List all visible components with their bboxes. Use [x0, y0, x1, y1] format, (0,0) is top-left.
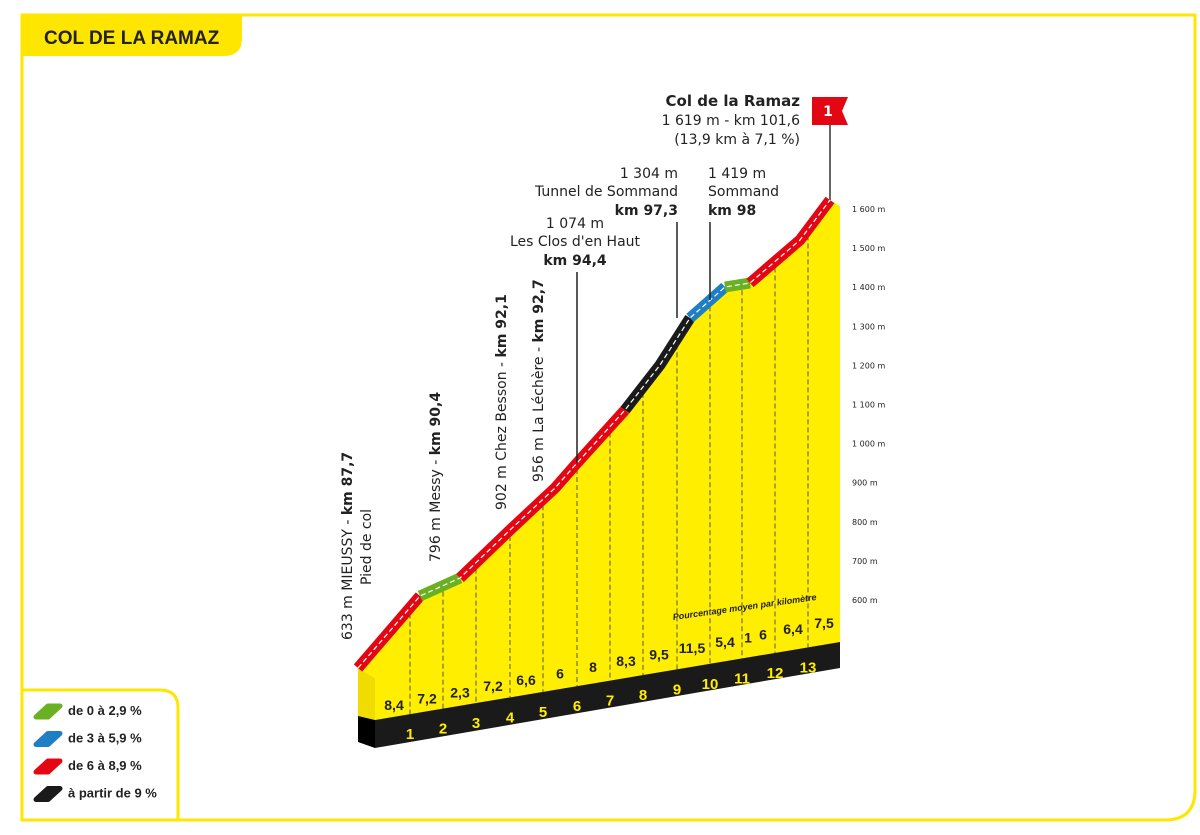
profile-area — [358, 200, 840, 720]
waypoint-place: Sommand — [708, 184, 779, 200]
legend-label: de 6 à 8,9 % — [68, 758, 142, 773]
waypoint-km: km 94,4 — [543, 253, 607, 269]
left-face — [358, 668, 375, 720]
legend-label: à partir de 9 % — [68, 786, 157, 801]
profile-centerline — [357, 199, 831, 669]
km-marker: 11 — [734, 670, 750, 687]
flag — [812, 97, 848, 125]
waypoint-label: 633 m MIEUSSY - km 87,7 — [340, 452, 356, 640]
gradient: 11,5 — [679, 640, 706, 656]
waypoint-label: 956 m La Léchère - km 92,7 — [531, 279, 547, 482]
elevation-label: 1 200 m — [852, 361, 885, 370]
waypoint-km: km 97,3 — [615, 203, 678, 219]
gradient: 7,2 — [483, 678, 503, 694]
elevation-label: 1 300 m — [852, 322, 885, 331]
waypoint-label: 796 m Messy - km 90,4 — [428, 392, 444, 562]
legend-swatch — [33, 731, 63, 747]
waypoint-label: 902 m Chez Besson - km 92,1 — [494, 294, 510, 510]
km-marker: 4 — [506, 709, 515, 726]
waypoint-name: 633 m MIEUSSY - — [340, 515, 356, 640]
base-band — [375, 642, 840, 748]
legend-swatch — [33, 703, 63, 720]
profile — [358, 200, 840, 748]
waypoint-place: Tunnel de Sommand — [534, 184, 678, 200]
waypoint-sub: Pied de col — [359, 509, 375, 585]
elevation-label: 1 100 m — [852, 401, 885, 410]
summit-detail: 1 619 m - km 101,6 — [662, 113, 800, 129]
gradient: 8,4 — [384, 697, 404, 713]
waypoint-altitude: 1 419 m — [708, 166, 766, 182]
waypoint-name: 956 m La Léchère - — [531, 343, 547, 482]
waypoint-place: Les Clos d'en Haut — [510, 234, 641, 250]
elevation-label: 800 m — [852, 518, 878, 527]
gradient: 9,5 — [649, 646, 669, 662]
waypoint-name: 796 m Messy - — [428, 455, 444, 562]
profile-segment — [353, 592, 425, 672]
waypoint-km: km 87,7 — [340, 452, 356, 515]
km-marker: 9 — [673, 681, 681, 698]
elevation-label: 1 600 m — [852, 205, 885, 214]
gradient: 5,4 — [715, 634, 735, 650]
gradient: 6 — [556, 665, 564, 681]
waypoint-km: km 98 — [708, 203, 756, 219]
title-tab — [22, 15, 242, 56]
km-marker: 2 — [439, 721, 447, 738]
category: 1 — [823, 104, 833, 120]
elevation-label: 1 000 m — [852, 440, 885, 449]
km-marker: 13 — [800, 659, 817, 676]
waypoint-km: km 92,7 — [531, 279, 547, 342]
gradient: 2,3 — [450, 684, 470, 700]
summit-average: (13,9 km à 7,1 %) — [674, 132, 800, 148]
gradient: 6 — [759, 627, 767, 643]
base-left — [358, 716, 375, 748]
elevation-label: 1 500 m — [852, 244, 885, 253]
profile-segment — [686, 282, 729, 323]
frame — [20, 13, 1197, 822]
title: COL DE LA RAMAZ — [44, 28, 220, 49]
waypoint-altitude: 1 074 m — [546, 216, 604, 232]
waypoint-km: km 90,4 — [428, 392, 444, 456]
legend-label: de 0 à 2,9 % — [68, 703, 142, 718]
gradient: 6,6 — [516, 672, 536, 688]
elevation-label: 1 400 m — [852, 283, 885, 292]
km-marker: 6 — [573, 698, 581, 715]
legend-label: de 3 à 5,9 % — [68, 731, 142, 746]
elevation-label: 600 m — [852, 596, 878, 605]
summit-name: Col de la Ramaz — [666, 92, 801, 110]
legend-swatch — [33, 786, 63, 802]
legend-swatch — [33, 758, 63, 775]
waypoint-name: 902 m Chez Besson - — [494, 357, 510, 510]
gradient: 7,2 — [417, 691, 437, 707]
km-marker: 1 — [406, 726, 414, 743]
km-marker: 3 — [472, 715, 480, 732]
gradient: 8,3 — [616, 653, 636, 669]
gradient: 1 — [744, 629, 752, 645]
gradient: 6,4 — [783, 621, 803, 637]
km-marker: 8 — [639, 687, 647, 704]
km-marker: 12 — [767, 665, 784, 682]
gradient: 7,5 — [814, 615, 834, 631]
km-marker: 7 — [606, 693, 614, 710]
km-marker: 10 — [702, 676, 719, 693]
km-marker: 5 — [539, 704, 547, 721]
gradient: 8 — [589, 659, 597, 675]
waypoint-altitude: 1 304 m — [620, 166, 678, 182]
elevation-label: 700 m — [852, 557, 878, 566]
elevation-label: 900 m — [852, 479, 878, 488]
waypoint-km: km 92,1 — [494, 294, 510, 357]
